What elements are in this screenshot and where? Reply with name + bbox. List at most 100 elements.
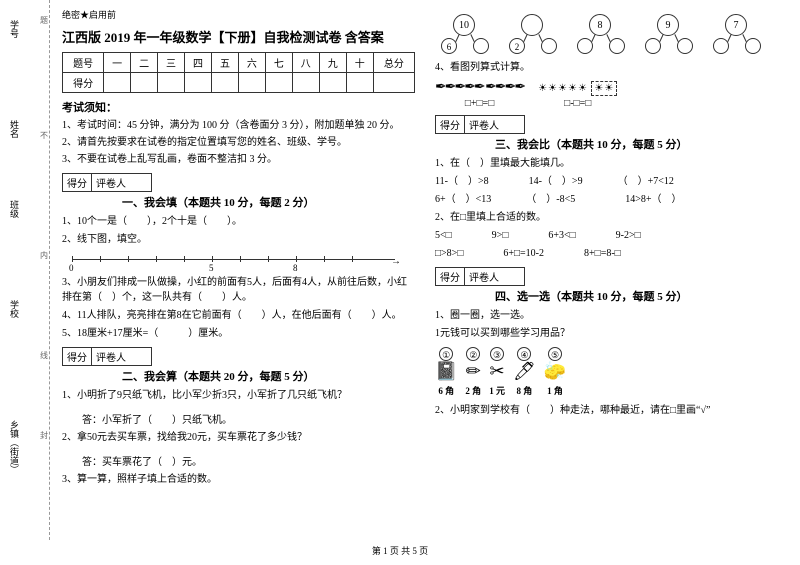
- binding-label: 乡镇（街道）: [8, 420, 21, 474]
- small-circle: [677, 38, 693, 54]
- equation: □+□=□: [465, 98, 494, 109]
- number-line: → 058: [62, 251, 415, 271]
- item-number: ①: [439, 347, 453, 361]
- section-score-box: 得分 评卷人: [62, 173, 152, 192]
- seal-mark: 线: [40, 350, 48, 361]
- pic-group: ✒✒✒✒✒ ✒✒✒✒ □+□=□: [435, 79, 524, 109]
- shop-item: ④🖊8 角: [513, 347, 536, 397]
- tick: [212, 256, 213, 262]
- link: [727, 34, 731, 42]
- item-icon: ✏: [465, 361, 481, 382]
- link: [455, 34, 459, 42]
- cell: 得分: [63, 73, 104, 93]
- cell: [373, 73, 414, 93]
- small-circle: [609, 38, 625, 54]
- binding-label: 学校: [8, 300, 21, 318]
- grader-label: 评卷人: [92, 174, 130, 191]
- link: [523, 34, 527, 42]
- binding-hint: 题: [40, 15, 48, 26]
- section-title: 四、选一选（本题共 10 分，每题 5 分）: [495, 288, 788, 304]
- tick: [128, 256, 129, 262]
- page-footer: 第 1 页 共 5 页: [0, 540, 800, 561]
- secret-label: 绝密★启用前: [62, 8, 415, 21]
- pic-group: ☀☀☀☀☀ ☀☀ □-□=□: [538, 81, 617, 109]
- notice-item: 1、考试时间：45 分钟，满分为 100 分（含卷面分 3 分），附加题单独 2…: [62, 119, 415, 133]
- cell: [346, 73, 373, 93]
- small-circle: [577, 38, 593, 54]
- seal-mark: 不: [40, 130, 48, 141]
- binding-label: 班级: [8, 200, 21, 218]
- tick: [324, 256, 325, 262]
- cell: [158, 73, 185, 93]
- question: 3、算一算，照样子填上合适的数。: [62, 472, 415, 487]
- circle-group: 8: [571, 14, 631, 54]
- suns-icon: ☀☀☀☀☀ ☀☀: [538, 81, 617, 96]
- item-icon: ✂: [489, 361, 505, 382]
- section-score-box: 得分 评卷人: [435, 267, 525, 286]
- small-circle: 6: [441, 38, 457, 54]
- score-label: 得分: [63, 174, 92, 191]
- seal-mark: 内: [40, 250, 48, 261]
- tick: [352, 256, 353, 262]
- tick: [240, 256, 241, 262]
- tick: [72, 256, 73, 262]
- cell: [211, 73, 238, 93]
- question-line: 5<□ 9>□ 6+3<□ 9-2>□: [435, 228, 788, 243]
- shop-item: ③✂ 1 元: [489, 347, 505, 397]
- section-title: 三、我会比（本题共 10 分，每题 5 分）: [495, 136, 788, 152]
- big-circle: 10: [453, 14, 475, 36]
- circle-group: 106: [435, 14, 495, 54]
- item-price: 1 角: [547, 386, 563, 396]
- binding-margin: 学号 姓名 班级 学校 乡镇（街道） 题 不 内 线 封: [0, 0, 50, 540]
- table-row: 题号 一 二 三 四 五 六 七 八 九 十 总分: [63, 53, 415, 73]
- tick: [100, 256, 101, 262]
- item-number: ②: [466, 347, 480, 361]
- cell: [238, 73, 265, 93]
- question: 2、在□里填上合适的数。: [435, 210, 788, 225]
- score-label: 得分: [63, 348, 92, 365]
- shop-item: ②✏ 2 角: [465, 347, 481, 397]
- link: [591, 34, 595, 42]
- question-line: □>8>□ 6+□=10-2 8+□=8-□: [435, 246, 788, 261]
- question-sub: 1元钱可以买到哪些学习用品？: [435, 326, 788, 341]
- notice-item: 3、不要在试卷上乱写乱画，卷面不整洁扣 3 分。: [62, 153, 415, 167]
- cell: 九: [319, 53, 346, 73]
- item-price: 1 元: [489, 386, 505, 396]
- small-circle: [473, 38, 489, 54]
- binding-label: 学号: [8, 20, 21, 38]
- arrow-icon: →: [391, 256, 401, 267]
- cell: [292, 73, 319, 93]
- tick: [184, 256, 185, 262]
- item-icon: 📓: [435, 361, 457, 382]
- small-circle: [645, 38, 661, 54]
- item-price: 8 角: [517, 386, 533, 396]
- cell: 题号: [63, 53, 104, 73]
- line: [72, 259, 395, 260]
- item-number: ③: [490, 347, 504, 361]
- cell: 七: [265, 53, 292, 73]
- question: 2、拿50元去买车票，找给我20元，买车票花了多少钱？: [62, 430, 415, 445]
- tick: [156, 256, 157, 262]
- big-circle: [521, 14, 543, 36]
- cell: [185, 73, 212, 93]
- section-title: 一、我会填（本题共 10 分，每题 2 分）: [122, 194, 415, 210]
- circle-group: 9: [639, 14, 699, 54]
- cell: [265, 73, 292, 93]
- cell: 六: [238, 53, 265, 73]
- score-table: 题号 一 二 三 四 五 六 七 八 九 十 总分 得分: [62, 52, 415, 93]
- small-circle: [745, 38, 761, 54]
- pens-icon: ✒✒✒✒✒ ✒✒✒✒: [435, 79, 524, 96]
- picture-equations: ✒✒✒✒✒ ✒✒✒✒ □+□=□ ☀☀☀☀☀ ☀☀ □-□=□: [435, 79, 788, 109]
- shop-items: ①📓6 角②✏2 角③✂1 元④🖊8 角⑤🧽1 角: [435, 347, 788, 397]
- question: 1、10个一是（ ），2个十是（ ）。: [62, 214, 415, 229]
- question: 1、小明折了9只纸飞机，比小军少折3只，小军折了几只纸飞机？: [62, 388, 415, 403]
- cell: [104, 73, 131, 93]
- tick-label: 8: [293, 263, 298, 273]
- big-circle: 7: [725, 14, 747, 36]
- left-column: 绝密★启用前 江西版 2019 年一年级数学【下册】自我检测试卷 含答案 题号 …: [62, 8, 415, 532]
- question: 4、看图列算式计算。: [435, 60, 788, 75]
- item-price: 2 角: [465, 386, 481, 396]
- shop-item: ①📓6 角: [435, 347, 457, 397]
- cell: 八: [292, 53, 319, 73]
- exam-title: 江西版 2019 年一年级数学【下册】自我检测试卷 含答案: [62, 27, 415, 46]
